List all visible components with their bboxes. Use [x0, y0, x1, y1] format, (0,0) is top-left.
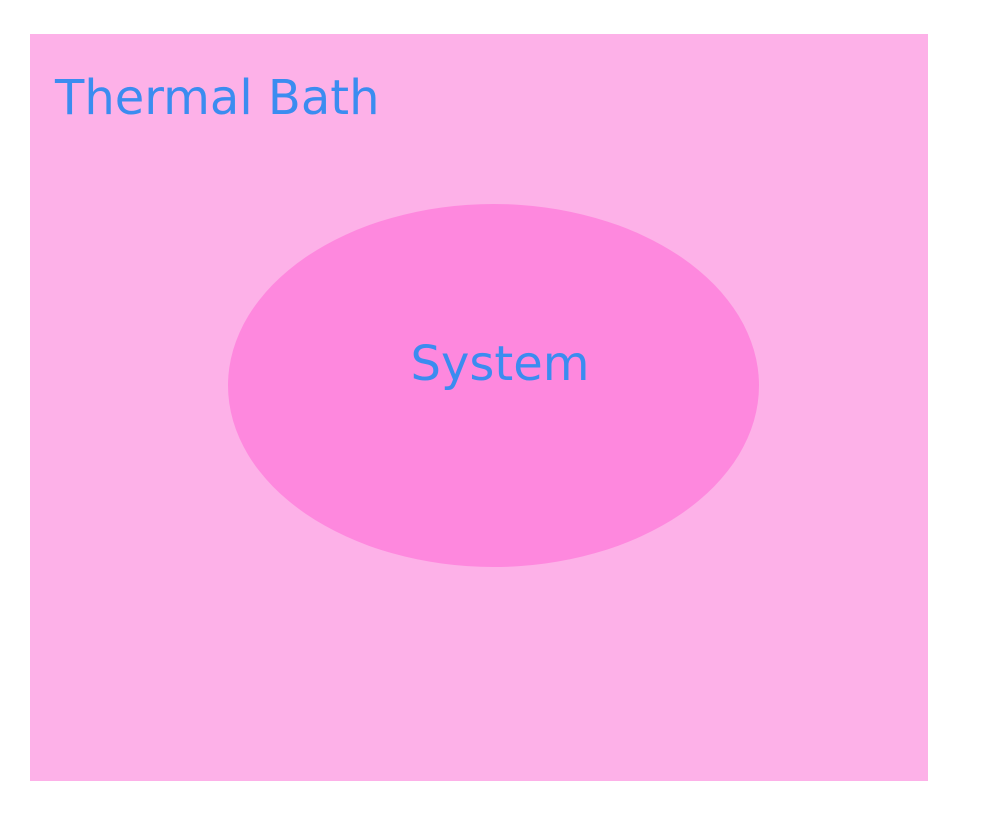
system-label: System: [410, 336, 590, 392]
thermal-bath-label: Thermal Bath: [55, 70, 380, 126]
system-ellipse: [228, 204, 759, 567]
